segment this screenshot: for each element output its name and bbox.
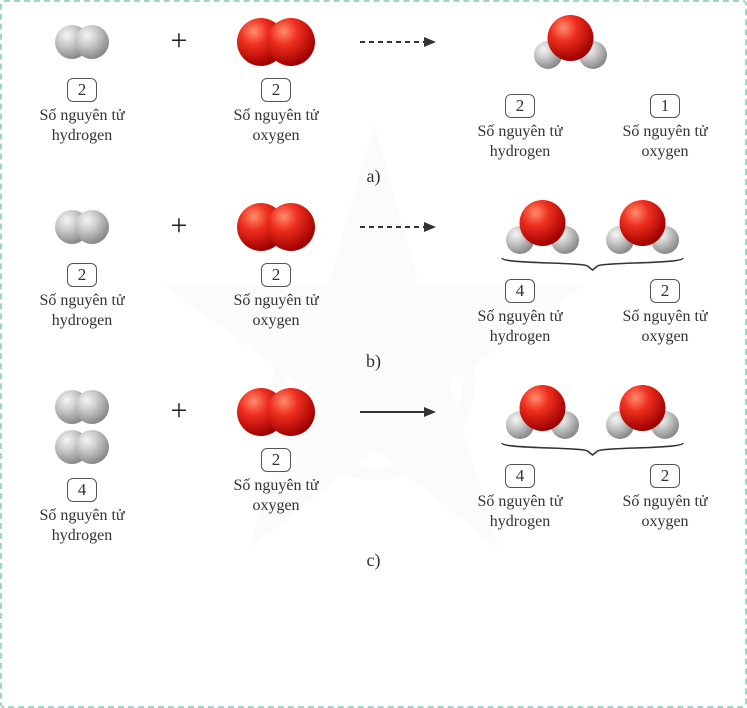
- atom-count: 4: [505, 279, 536, 303]
- reaction-arrow-icon: [358, 32, 438, 52]
- atom-count: 2: [261, 263, 292, 287]
- atom-label: Số nguyên tửhydrogen: [39, 506, 124, 546]
- o2-molecule-icon: [231, 201, 321, 253]
- product-label-cell: 4 Số nguyên tửhydrogen: [455, 458, 585, 532]
- h2-molecule-icon: [47, 427, 117, 467]
- atom-label: Số nguyên tửhydrogen: [39, 291, 124, 331]
- atom-count: 2: [650, 464, 681, 488]
- h2o-molecule-icon: [600, 383, 685, 441]
- h2-molecule-icon: [47, 22, 117, 62]
- atom-count: 2: [67, 78, 98, 102]
- reaction-row: 2 Số nguyên tửhydrogen +2 Số nguyên tửoxyge…: [17, 197, 730, 347]
- product-label-cell: 2 Số nguyên tửoxygen: [600, 458, 730, 532]
- diagram-frame: 2 Số nguyên tửhydrogen +2 Số nguyên tửoxyge…: [0, 0, 747, 708]
- atom-count: 4: [505, 464, 536, 488]
- o2-molecule-icon: [231, 16, 321, 68]
- h2-molecule-icon: [47, 387, 117, 427]
- atom-count: 2: [650, 279, 681, 303]
- reactant-cell: 2 Số nguyên tửoxygen: [211, 197, 341, 331]
- brace-icon: [500, 257, 685, 271]
- reactant-cell: 2 Số nguyên tửhydrogen: [17, 12, 147, 146]
- atom-label: Số nguyên tửoxygen: [233, 106, 318, 146]
- atom-count: 1: [650, 94, 681, 118]
- atom-label: Số nguyên tửhydrogen: [477, 122, 562, 162]
- h2o-molecule-icon: [600, 198, 685, 256]
- plus-operator: +: [164, 382, 194, 428]
- section-label: c): [17, 550, 730, 571]
- atom-label: Số nguyên tửoxygen: [233, 476, 318, 516]
- atom-label: Số nguyên tửoxygen: [622, 122, 707, 162]
- atom-label: Số nguyên tửoxygen: [622, 307, 707, 347]
- atom-label: Số nguyên tửhydrogen: [39, 106, 124, 146]
- product-label-cell: 4 Số nguyên tửhydrogen: [455, 273, 585, 347]
- atom-count: 2: [261, 78, 292, 102]
- product-label-cell: 2 Số nguyên tửhydrogen: [455, 88, 585, 162]
- h2o-molecule-icon: [500, 198, 585, 256]
- reaction-arrow-icon: [358, 402, 438, 422]
- reaction-a: 2 Số nguyên tửhydrogen +2 Số nguyên tửoxyge…: [17, 12, 730, 187]
- reaction-arrow: [358, 382, 438, 427]
- reaction-arrow: [358, 12, 438, 57]
- atom-label: Số nguyên tửhydrogen: [477, 307, 562, 347]
- products-group: 4 Số nguyên tửhydrogen 2 Số nguyên tửoxygen: [455, 382, 730, 532]
- section-label: a): [17, 166, 730, 187]
- products-group: 2 Số nguyên tửhydrogen 1 Số nguyên tửoxygen: [455, 12, 730, 162]
- reaction-arrow: [358, 197, 438, 242]
- o2-molecule-icon: [231, 386, 321, 438]
- reactant-cell: 4 Số nguyên tửhydrogen: [17, 382, 147, 546]
- reaction-row: 4 Số nguyên tửhydrogen +2 Số nguyên tửoxyge…: [17, 382, 730, 546]
- product-label-cell: 2 Số nguyên tửoxygen: [600, 273, 730, 347]
- atom-label: Số nguyên tửoxygen: [622, 492, 707, 532]
- brace-icon: [500, 442, 685, 456]
- reaction-b: 2 Số nguyên tửhydrogen +2 Số nguyên tửoxyge…: [17, 197, 730, 372]
- plus-operator: +: [164, 12, 194, 58]
- reaction-row: 2 Số nguyên tửhydrogen +2 Số nguyên tửoxyge…: [17, 12, 730, 162]
- atom-label: Số nguyên tửhydrogen: [477, 492, 562, 532]
- atom-count: 2: [67, 263, 98, 287]
- h2-molecule-icon: [47, 207, 117, 247]
- products-group: 4 Số nguyên tửhydrogen 2 Số nguyên tửoxygen: [455, 197, 730, 347]
- h2o-molecule-icon: [528, 13, 613, 71]
- reaction-c: 4 Số nguyên tửhydrogen +2 Số nguyên tửoxyge…: [17, 382, 730, 571]
- h2o-molecule-icon: [500, 383, 585, 441]
- reactant-cell: 2 Số nguyên tửoxygen: [211, 382, 341, 516]
- reactant-cell: 2 Số nguyên tửoxygen: [211, 12, 341, 146]
- atom-count: 2: [261, 448, 292, 472]
- reactant-cell: 2 Số nguyên tửhydrogen: [17, 197, 147, 331]
- plus-operator: +: [164, 197, 194, 243]
- atom-count: 2: [505, 94, 536, 118]
- section-label: b): [17, 351, 730, 372]
- atom-count: 4: [67, 478, 98, 502]
- product-label-cell: 1 Số nguyên tửoxygen: [600, 88, 730, 162]
- reaction-arrow-icon: [358, 217, 438, 237]
- atom-label: Số nguyên tửoxygen: [233, 291, 318, 331]
